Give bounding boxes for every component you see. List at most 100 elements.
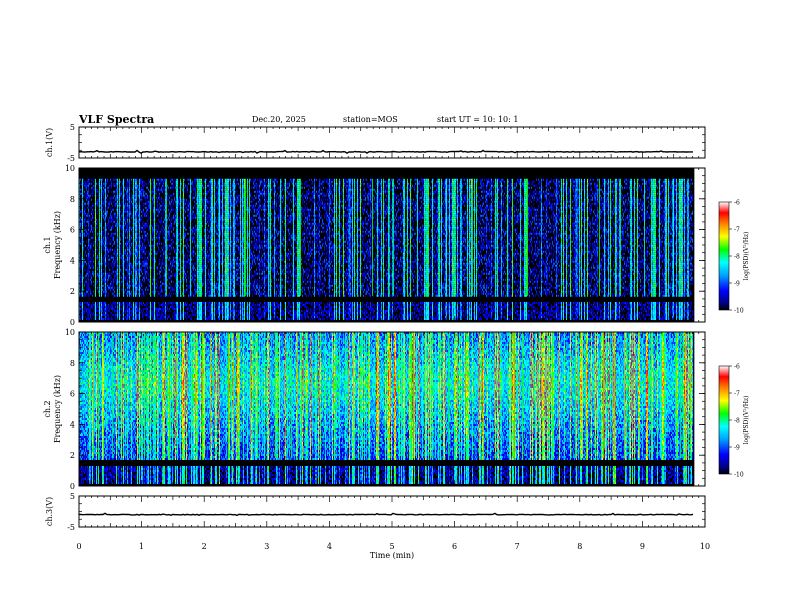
start-time-label: start UT = 10: 10: 1 (437, 115, 518, 124)
spectrogram-ch2-colorbar-tick-label: -8 (734, 418, 740, 425)
spectrogram-ch1-sferic (219, 179, 220, 296)
spectrogram-ch2-colorbar-tick-label: -9 (734, 445, 740, 452)
spectrogram-ch1-ytick-label: 8 (70, 195, 75, 204)
spectrogram-ch2-sferic (411, 332, 412, 458)
colorbar-layer: -6-7-8-9-10log(PSD)(V²/Hz)-6-7-8-9-10log… (719, 200, 750, 479)
spectrogram-ch2-ytick-label: 6 (70, 390, 75, 399)
spectrogram-ch1-colorbar-label: log(PSD)(V²/Hz) (743, 232, 750, 281)
spectrogram-ch1-sferic (300, 179, 301, 296)
x-tick-label: 6 (452, 542, 457, 551)
spectrogram-ch2-ytick-label: 4 (70, 420, 75, 429)
spectrogram-ch1-colorbar-tick-label: -10 (734, 308, 744, 315)
spectrogram-ch1-sferic (446, 179, 447, 296)
spectrogram-ch2-colorbar-tick-label: -10 (734, 472, 744, 479)
spectrogram-ch2-sferic (676, 332, 677, 458)
spectrogram-ch1-sferic (472, 179, 473, 296)
x-tick-label: 2 (202, 542, 207, 551)
waveform-ch3-ytick-label: -5 (67, 523, 75, 532)
spectrogram-ch2-sferic (401, 332, 402, 458)
spectrogram-ch2-sferic (144, 332, 145, 458)
x-tick-label: 10 (700, 542, 710, 551)
spectrogram-ch2-sferic (425, 332, 426, 458)
spectrogram-ch2-sferic (603, 332, 604, 458)
spectrogram-ch2-sferic (582, 332, 583, 458)
spectrogram-ch2-ylabel-channel: ch.2 (43, 400, 52, 417)
spectrogram-ch2-sferic (413, 332, 414, 458)
waveform-ch1-trace (79, 151, 693, 154)
spectrogram-ch2-sferic (275, 332, 276, 458)
spectrogram-ch2-sferic (169, 332, 170, 458)
spectrogram-ch2-sferic (204, 332, 205, 458)
spectrogram-ch2-sferic (93, 332, 94, 458)
spectrogram-ch1-colorbar-tick-label: -9 (734, 281, 740, 288)
spectrogram-ch1-ylabel-frequency: Frequency (kHz) (53, 211, 62, 279)
spectrogram-ch2-sferic (651, 332, 652, 458)
spectrogram-ch2-sferic (680, 332, 681, 458)
spectrogram-ch1-colorbar-tick-label: -7 (734, 227, 740, 234)
waveform-ch1-ytick-label: -5 (67, 154, 75, 163)
spectrogram-ch2-sferic (575, 332, 576, 458)
station-label: station=MOS (343, 115, 398, 124)
spectrogram-ch2-sferic (257, 332, 258, 458)
spectrogram-ch2-sferic (435, 332, 436, 458)
spectrogram-ch1-ylabel-channel: ch.1 (43, 236, 52, 253)
x-tick-label: 4 (327, 542, 332, 551)
spectrogram-ch2-sferic (514, 332, 515, 458)
spectrogram-ch2-sferic (98, 332, 99, 458)
spectrogram-ch2-ytick-label: 10 (65, 328, 75, 337)
spectrogram-ch2-sferic (510, 332, 511, 458)
spectrogram-ch2-colorbar (719, 366, 729, 474)
spectrogram-ch1-ytick-label: 2 (70, 287, 75, 296)
spectrogram-ch2-sferic (202, 332, 203, 458)
spectrogram-ch2-sferic (102, 332, 103, 458)
figure-title: VLF Spectra (79, 113, 154, 126)
x-tick-label: 7 (515, 542, 520, 551)
spectrogram-ch1-sferic (673, 179, 674, 296)
spectrogram-ch2-sferic (228, 332, 229, 458)
waveform-ch3-trace (79, 513, 693, 515)
spectrogram-ch2-sferic (301, 332, 302, 458)
spectrogram-ch2-sferic (191, 332, 192, 458)
spectrogram-ch2-ytick-label: 2 (70, 451, 75, 460)
spectrogram-ch1-sferic (190, 179, 191, 296)
x-tick-label: 3 (264, 542, 269, 551)
waveform-ch3-ytick-label: 5 (70, 492, 75, 501)
spectrogram-ch2-ytick-label: 8 (70, 359, 75, 368)
spectrogram-ch2-ytick-label: 0 (70, 482, 75, 491)
spectrogram-ch2-sferic (614, 332, 615, 458)
spectrogram-ch1-sferic (620, 179, 621, 296)
spectrogram-ch2-sferic (552, 332, 553, 458)
spectrogram-ch2-colorbar-tick-label: -6 (734, 364, 740, 371)
x-tick-label: 8 (577, 542, 582, 551)
spectrogram-ch2-sferic (624, 332, 625, 458)
spectrogram-ch1-colorbar-tick-label: -8 (734, 254, 740, 261)
spectrogram-ch1-sferic (372, 179, 373, 296)
spectrogram-ch1-sferic (527, 179, 528, 296)
spectrogram-ch1-ytick-label: 6 (70, 226, 75, 235)
spectrogram-ch2-sferic (279, 332, 280, 458)
spectrogram-ch2-colorbar-label: log(PSD)(V²/Hz) (743, 396, 750, 445)
x-tick-label: 9 (640, 542, 645, 551)
spectrogram-ch2-sferic (291, 332, 292, 458)
spectrogram-ch2-colorbar-tick-label: -7 (734, 391, 740, 398)
waveform-ch1-ylabel: ch.1(V) (45, 128, 54, 157)
spectrogram-ch2-sferic (404, 332, 405, 458)
spectrogram-ch1-sferic (245, 179, 246, 296)
spectrogram-ch1-sferic (644, 179, 645, 296)
spectrogram-ch2-ylabel-frequency: Frequency (kHz) (53, 375, 62, 443)
spectrogram-ch2-sferic (430, 332, 431, 458)
waveform-ch1-ytick-label: 5 (70, 123, 75, 132)
spectrogram-ch1-sferic (417, 179, 418, 296)
spectrogram-ch2-sferic (660, 332, 661, 458)
waveform-ch3-ylabel: ch.3(V) (45, 497, 54, 526)
spectrogram-ch1-colorbar (719, 202, 729, 310)
spectrogram-ch1-ytick-label: 0 (70, 318, 75, 327)
spectrogram-ch2-sferic (112, 332, 113, 458)
spectrogram-ch2-sferic (121, 332, 122, 458)
x-axis-label: Time (min) (370, 551, 414, 560)
x-tick-label: 5 (389, 542, 394, 551)
spectrogram-ch1-ytick-label: 4 (70, 256, 75, 265)
date-label: Dec.20, 2025 (252, 115, 306, 124)
spectrogram-ch2-sferic (353, 332, 354, 458)
